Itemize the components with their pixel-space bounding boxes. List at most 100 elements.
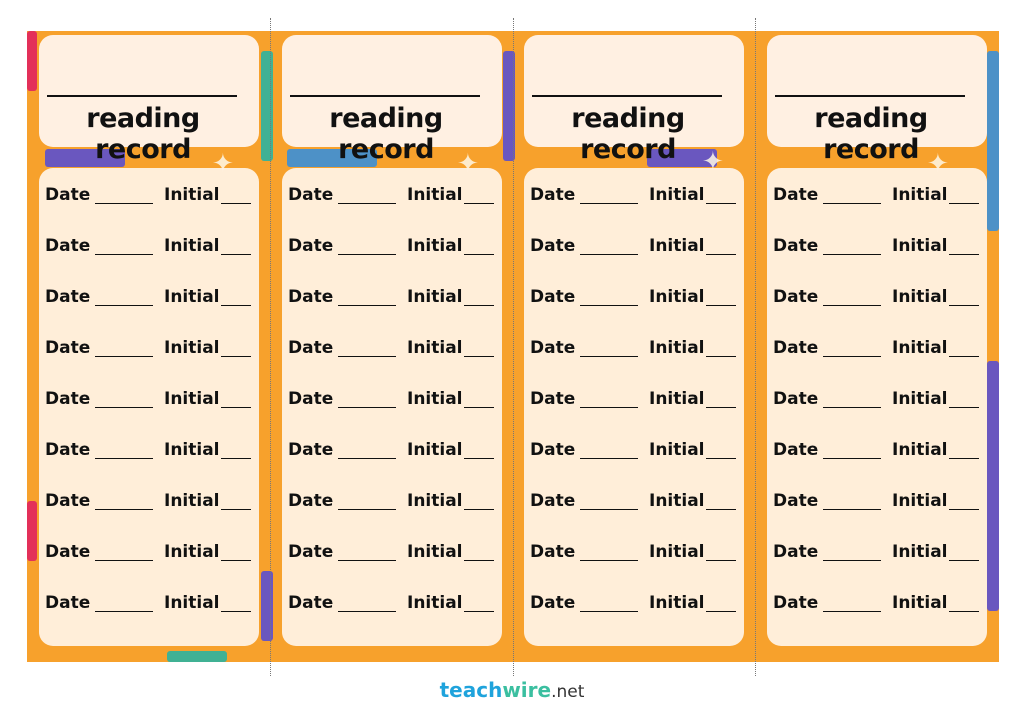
date-blank-line[interactable] — [338, 203, 396, 204]
date-label: Date — [288, 185, 334, 205]
initial-blank-line[interactable] — [949, 407, 979, 408]
date-blank-line[interactable] — [95, 611, 153, 612]
initial-blank-line[interactable] — [464, 305, 494, 306]
date-blank-line[interactable] — [580, 254, 638, 255]
initial-blank-line[interactable] — [221, 509, 251, 510]
initial-blank-line[interactable] — [464, 407, 494, 408]
initial-blank-line[interactable] — [221, 458, 251, 459]
name-blank-line[interactable] — [290, 95, 480, 97]
initial-blank-line[interactable] — [949, 458, 979, 459]
initial-blank-line[interactable] — [464, 458, 494, 459]
initial-label: Initial — [164, 287, 220, 307]
initial-blank-line[interactable] — [706, 509, 736, 510]
initial-label: Initial — [892, 440, 948, 460]
initial-label: Initial — [649, 593, 705, 613]
date-label: Date — [530, 440, 576, 460]
date-blank-line[interactable] — [95, 356, 153, 357]
initial-blank-line[interactable] — [221, 254, 251, 255]
record-card: Date Initial Date Initial Date Initial Date Ini… — [282, 168, 502, 646]
date-blank-line[interactable] — [580, 458, 638, 459]
initial-blank-line[interactable] — [706, 458, 736, 459]
date-label: Date — [288, 440, 334, 460]
initial-blank-line[interactable] — [464, 509, 494, 510]
initial-label: Initial — [164, 185, 220, 205]
date-blank-line[interactable] — [95, 305, 153, 306]
initial-blank-line[interactable] — [706, 203, 736, 204]
date-label: Date — [530, 338, 576, 358]
initial-blank-line[interactable] — [949, 611, 979, 612]
initial-blank-line[interactable] — [949, 356, 979, 357]
initial-blank-line[interactable] — [221, 407, 251, 408]
name-blank-line[interactable] — [775, 95, 965, 97]
initial-blank-line[interactable] — [221, 203, 251, 204]
initial-label: Initial — [892, 236, 948, 256]
date-blank-line[interactable] — [95, 458, 153, 459]
date-blank-line[interactable] — [338, 611, 396, 612]
date-blank-line[interactable] — [95, 560, 153, 561]
initial-blank-line[interactable] — [221, 560, 251, 561]
date-blank-line[interactable] — [823, 356, 881, 357]
name-blank-line[interactable] — [532, 95, 722, 97]
date-blank-line[interactable] — [580, 560, 638, 561]
date-blank-line[interactable] — [338, 560, 396, 561]
date-blank-line[interactable] — [338, 254, 396, 255]
record-card: Date Initial Date Initial Date Initial Date Ini… — [767, 168, 987, 646]
date-label: Date — [530, 593, 576, 613]
date-blank-line[interactable] — [338, 407, 396, 408]
name-blank-line[interactable] — [47, 95, 237, 97]
initial-blank-line[interactable] — [706, 407, 736, 408]
initial-blank-line[interactable] — [949, 203, 979, 204]
date-blank-line[interactable] — [338, 356, 396, 357]
initial-blank-line[interactable] — [706, 305, 736, 306]
date-blank-line[interactable] — [823, 560, 881, 561]
initial-blank-line[interactable] — [221, 611, 251, 612]
initial-blank-line[interactable] — [706, 254, 736, 255]
date-blank-line[interactable] — [580, 203, 638, 204]
date-label: Date — [45, 236, 91, 256]
initial-blank-line[interactable] — [464, 254, 494, 255]
date-blank-line[interactable] — [823, 611, 881, 612]
book-decoration — [27, 31, 37, 91]
date-blank-line[interactable] — [823, 509, 881, 510]
date-blank-line[interactable] — [95, 203, 153, 204]
date-blank-line[interactable] — [95, 509, 153, 510]
initial-label: Initial — [407, 338, 463, 358]
initial-blank-line[interactable] — [949, 560, 979, 561]
initial-blank-line[interactable] — [221, 356, 251, 357]
date-blank-line[interactable] — [580, 407, 638, 408]
date-blank-line[interactable] — [338, 509, 396, 510]
card-title: reading record — [571, 103, 685, 165]
initial-label: Initial — [407, 389, 463, 409]
bookmark-sheet: ✦ ✦ ✦ ✦ reading record Date Initial Date Ini… — [27, 31, 999, 662]
initial-blank-line[interactable] — [221, 305, 251, 306]
initial-label: Initial — [407, 593, 463, 613]
initial-blank-line[interactable] — [706, 356, 736, 357]
date-blank-line[interactable] — [95, 254, 153, 255]
date-blank-line[interactable] — [338, 458, 396, 459]
date-blank-line[interactable] — [823, 203, 881, 204]
initial-blank-line[interactable] — [949, 305, 979, 306]
initial-blank-line[interactable] — [464, 203, 494, 204]
date-blank-line[interactable] — [580, 509, 638, 510]
initial-blank-line[interactable] — [464, 356, 494, 357]
date-blank-line[interactable] — [580, 611, 638, 612]
record-row: Date Initial — [773, 542, 981, 566]
logo-suffix: .net — [551, 682, 585, 702]
date-label: Date — [45, 440, 91, 460]
initial-blank-line[interactable] — [949, 254, 979, 255]
date-blank-line[interactable] — [823, 407, 881, 408]
date-blank-line[interactable] — [823, 458, 881, 459]
date-blank-line[interactable] — [580, 356, 638, 357]
date-blank-line[interactable] — [580, 305, 638, 306]
date-blank-line[interactable] — [338, 305, 396, 306]
initial-blank-line[interactable] — [706, 611, 736, 612]
initial-blank-line[interactable] — [949, 509, 979, 510]
initial-label: Initial — [164, 236, 220, 256]
initial-blank-line[interactable] — [464, 560, 494, 561]
date-blank-line[interactable] — [823, 254, 881, 255]
initial-blank-line[interactable] — [464, 611, 494, 612]
initial-blank-line[interactable] — [706, 560, 736, 561]
date-blank-line[interactable] — [823, 305, 881, 306]
initial-label: Initial — [649, 236, 705, 256]
date-blank-line[interactable] — [95, 407, 153, 408]
